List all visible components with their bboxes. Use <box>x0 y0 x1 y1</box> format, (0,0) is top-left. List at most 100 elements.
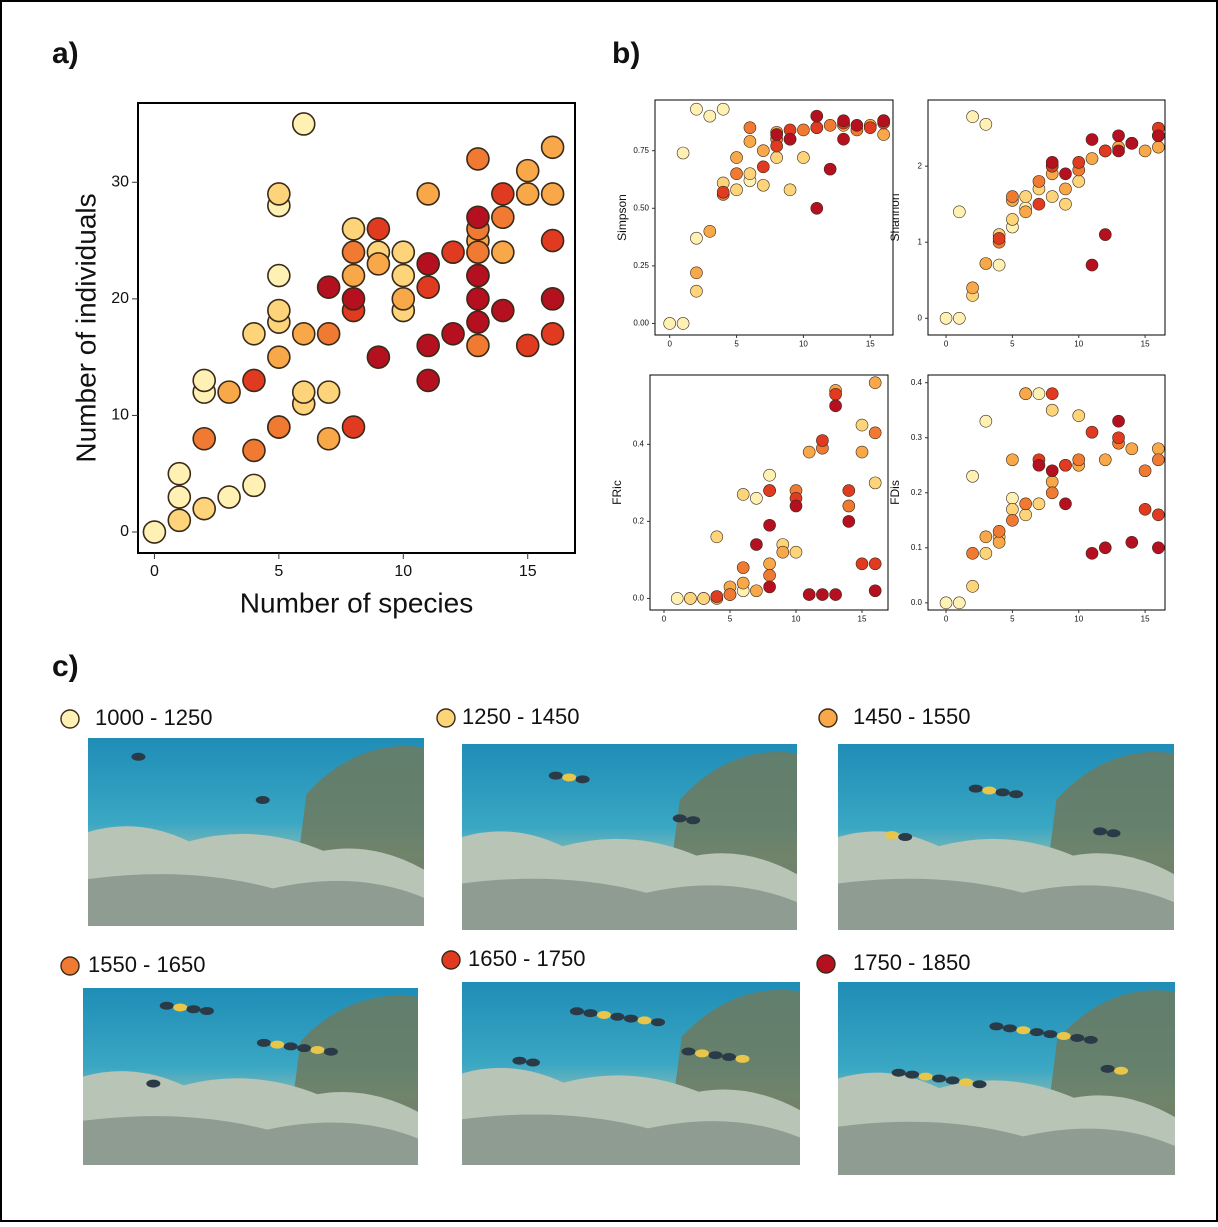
panel-label: a) <box>52 37 79 70</box>
data-point <box>1152 453 1165 467</box>
data-point <box>877 114 890 128</box>
x-tick-label: 0 <box>150 563 159 580</box>
data-point <box>316 380 341 404</box>
photo-fish <box>637 1016 652 1025</box>
photo-fish <box>918 1072 933 1081</box>
data-point <box>267 415 291 439</box>
photos <box>83 738 1175 1175</box>
data-point <box>979 257 993 270</box>
data-point <box>316 322 341 346</box>
photo-fish <box>891 1068 906 1077</box>
data-point <box>797 151 810 164</box>
y-tick-label: 0.1 <box>911 543 923 552</box>
photo-fish <box>186 1005 201 1014</box>
data-point <box>1152 140 1165 154</box>
photo-fish <box>310 1045 325 1054</box>
data-point <box>842 499 856 513</box>
data-point <box>1045 475 1059 489</box>
x-tick-label: 5 <box>734 340 739 349</box>
y-tick-label: 0.3 <box>911 433 923 442</box>
data-point <box>1072 409 1086 423</box>
photo-fish <box>722 1053 737 1062</box>
data-point <box>291 112 316 136</box>
reef-photo <box>83 988 418 1165</box>
data-point <box>1085 425 1099 439</box>
data-point <box>1045 190 1059 203</box>
photo-fish <box>694 1049 709 1058</box>
panel-label: b) <box>612 37 640 70</box>
data-point <box>1045 156 1059 169</box>
data-point <box>1032 197 1046 211</box>
data-point <box>855 557 869 571</box>
data-point <box>1098 453 1112 467</box>
data-point <box>789 499 803 513</box>
photo-fish <box>270 1040 285 1049</box>
data-point <box>391 287 416 311</box>
data-point <box>750 491 763 505</box>
data-point <box>192 368 216 393</box>
data-point <box>823 119 837 132</box>
data-point <box>540 228 565 253</box>
data-point <box>1112 414 1125 428</box>
data-point <box>710 530 724 544</box>
data-point <box>267 182 291 206</box>
data-point <box>192 426 216 451</box>
data-point <box>291 322 316 346</box>
data-point <box>710 590 724 603</box>
data-point <box>466 147 490 171</box>
photo-fish <box>1100 1064 1115 1073</box>
photo-fish <box>159 1001 174 1010</box>
data-point <box>966 110 979 124</box>
data-point <box>757 144 770 157</box>
y-tick-label: 1 <box>918 237 923 246</box>
data-point <box>829 387 842 401</box>
data-point <box>267 263 291 288</box>
data-point <box>1112 144 1125 158</box>
data-point <box>515 158 540 183</box>
data-point <box>703 225 717 238</box>
y-tick-label: 2 <box>918 161 923 170</box>
data-point <box>1045 486 1059 500</box>
data-point <box>316 426 341 451</box>
data-point <box>1006 213 1019 226</box>
x-tick-label: 5 <box>1010 615 1015 624</box>
y-tick-label: 0.2 <box>911 488 923 497</box>
photo-fish <box>1083 1035 1098 1044</box>
data-point <box>763 518 776 532</box>
data-point <box>1152 541 1165 555</box>
data-point <box>1085 133 1099 146</box>
reef-photo <box>88 738 424 926</box>
photo-fish <box>624 1014 638 1023</box>
photo-fish <box>1106 829 1121 838</box>
y-axis-title: FDis <box>888 480 902 505</box>
data-point <box>341 217 366 241</box>
photo-fish <box>708 1051 723 1060</box>
photo-fish <box>1093 827 1108 836</box>
photo-fish <box>255 796 270 805</box>
data-point <box>1152 508 1165 522</box>
photo-fish <box>199 1007 214 1016</box>
data-point <box>1152 442 1165 456</box>
x-tick-label: 5 <box>1010 340 1015 349</box>
photo-fish <box>146 1079 161 1088</box>
data-point <box>863 121 877 134</box>
data-point <box>789 545 803 559</box>
photo-coral-shade <box>838 878 1174 930</box>
photo-fish <box>562 773 577 782</box>
data-point <box>441 322 465 346</box>
y-tick-label: 10 <box>111 407 129 424</box>
data-point <box>1059 197 1072 211</box>
data-point <box>868 557 882 571</box>
x-tick-label: 10 <box>394 563 412 580</box>
data-point <box>167 485 192 509</box>
data-point <box>736 561 750 574</box>
data-point <box>763 484 776 497</box>
data-point <box>979 547 993 560</box>
data-point <box>1032 175 1046 188</box>
data-point <box>690 284 703 298</box>
x-tick-label: 5 <box>274 563 283 580</box>
photo-coral-shade <box>838 1121 1175 1175</box>
data-point <box>1138 464 1152 478</box>
photo-fish <box>256 1038 271 1047</box>
data-point <box>416 252 440 276</box>
